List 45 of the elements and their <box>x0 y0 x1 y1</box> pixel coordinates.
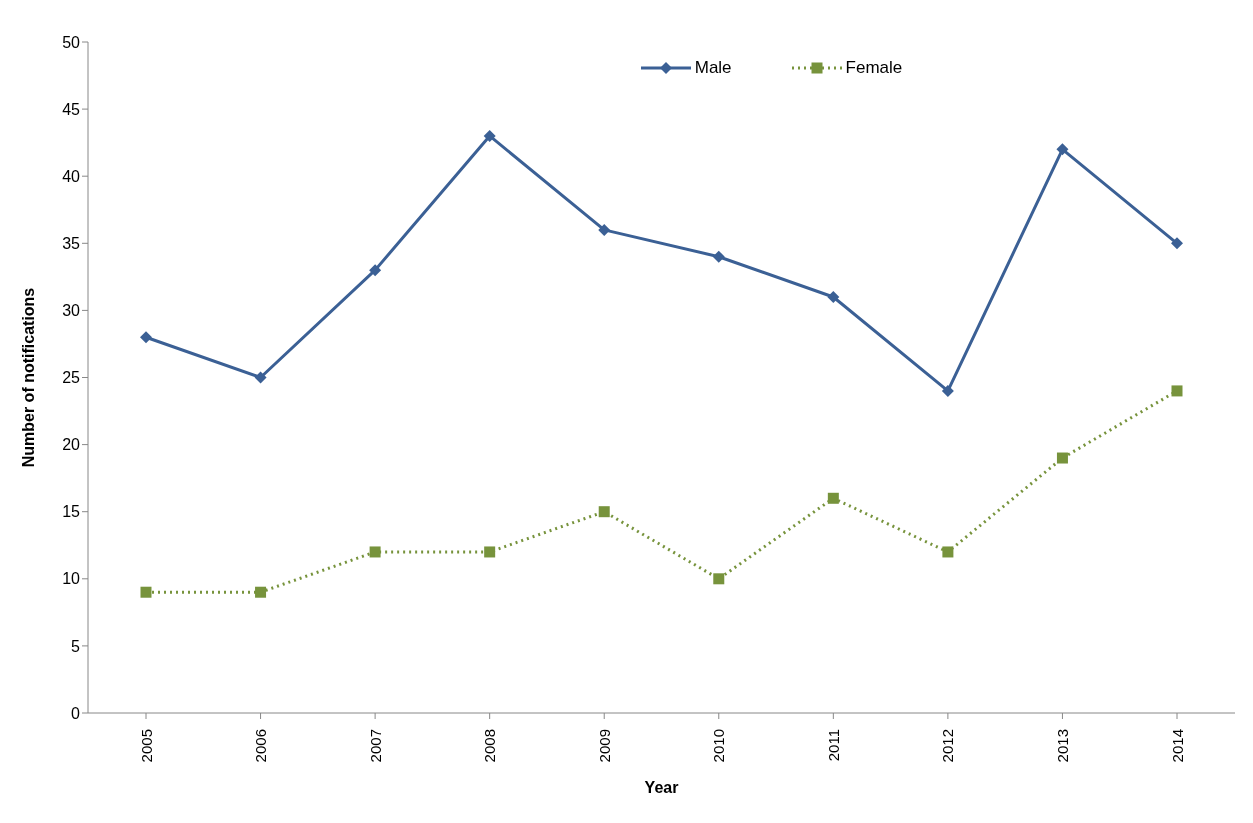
point <box>942 546 954 558</box>
point <box>713 573 725 585</box>
x-tick-label: 2008 <box>481 729 499 763</box>
point <box>1056 452 1068 464</box>
point <box>941 384 954 397</box>
legend-label: Male <box>694 58 732 78</box>
point <box>1056 143 1069 156</box>
point <box>484 546 496 558</box>
y-tick-label: 40 <box>62 167 81 185</box>
y-axis-title: Number of notifications <box>19 287 37 468</box>
y-tick-label: 35 <box>62 234 81 252</box>
point <box>254 371 267 384</box>
y-tick-label: 15 <box>62 503 81 521</box>
y-tick-label: 45 <box>62 100 81 118</box>
y-tick-label: 0 <box>71 704 81 722</box>
point <box>598 223 611 236</box>
point <box>1171 237 1183 250</box>
point <box>369 264 382 277</box>
y-tick-label: 25 <box>62 369 81 387</box>
x-tick-label: 2010 <box>710 729 728 763</box>
point <box>598 506 610 518</box>
y-tick-label: 5 <box>71 637 81 655</box>
x-tick-label: 2007 <box>366 729 384 763</box>
point <box>827 492 839 504</box>
x-tick-label: 2013 <box>1053 729 1071 763</box>
point <box>827 290 840 303</box>
y-tick-label: 50 <box>62 33 81 51</box>
point <box>255 586 267 598</box>
point <box>712 250 725 263</box>
x-tick-label: 2012 <box>939 729 957 763</box>
x-axis-title: Year <box>644 779 679 796</box>
point <box>140 331 152 344</box>
y-tick-label: 30 <box>62 302 81 320</box>
point <box>1171 385 1183 397</box>
x-tick-label: 2014 <box>1168 729 1186 763</box>
x-tick-label: 2005 <box>137 729 155 763</box>
x-tick-label: 2011 <box>824 729 842 762</box>
point <box>140 586 152 598</box>
x-tick-label: 2009 <box>595 729 613 763</box>
x-tick-label: 2006 <box>252 729 270 763</box>
point <box>483 129 496 142</box>
point <box>369 546 381 558</box>
legend-label: Female <box>845 58 903 78</box>
y-tick-label: 10 <box>62 570 81 588</box>
y-tick-label: 20 <box>62 436 81 454</box>
